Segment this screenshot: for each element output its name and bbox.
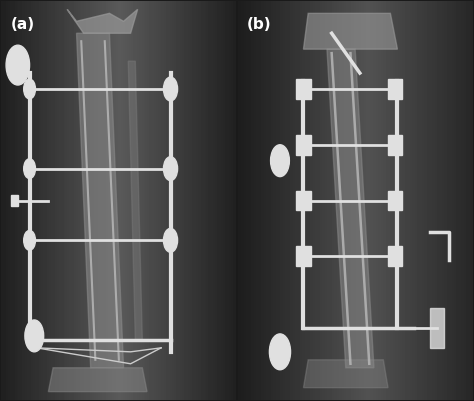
Polygon shape: [303, 360, 388, 388]
Circle shape: [24, 79, 36, 99]
Polygon shape: [327, 49, 374, 368]
Bar: [11, 194, 18, 207]
Bar: [296, 135, 310, 155]
Polygon shape: [48, 368, 147, 392]
Polygon shape: [128, 61, 142, 340]
Circle shape: [25, 320, 44, 352]
Bar: [388, 79, 402, 99]
Circle shape: [269, 334, 291, 370]
Bar: [388, 246, 402, 266]
Circle shape: [24, 159, 36, 178]
Bar: [388, 135, 402, 155]
Circle shape: [164, 77, 178, 101]
Circle shape: [271, 145, 289, 176]
Bar: [296, 190, 310, 211]
Bar: [296, 246, 310, 266]
Circle shape: [164, 157, 178, 180]
Bar: [430, 308, 445, 348]
Polygon shape: [77, 33, 124, 368]
Circle shape: [164, 229, 178, 252]
Polygon shape: [67, 9, 137, 33]
Polygon shape: [303, 13, 397, 49]
Circle shape: [24, 230, 36, 250]
Bar: [296, 79, 310, 99]
Circle shape: [6, 45, 29, 85]
Text: (b): (b): [247, 17, 272, 32]
Text: (a): (a): [11, 17, 35, 32]
Bar: [388, 190, 402, 211]
